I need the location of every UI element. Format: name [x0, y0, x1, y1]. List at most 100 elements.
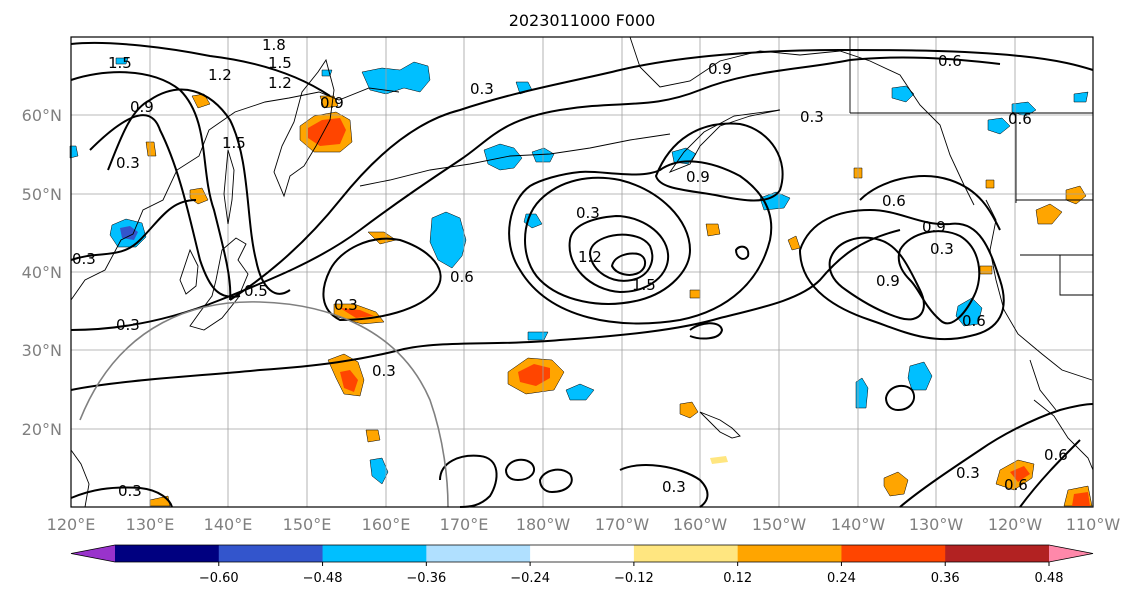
shade-neg-blob	[429, 211, 467, 269]
contour-label: 0.6	[450, 268, 474, 286]
contour-line	[504, 458, 536, 482]
shade-pos-blob	[689, 289, 701, 299]
coast-aleutians	[359, 133, 671, 187]
coast-kamchatka	[273, 58, 335, 198]
lon-label: 130°E	[126, 515, 175, 534]
contour-line	[619, 464, 709, 508]
contour-labels: 1.5 1.8 1.5 1.2 1.2 0.9 0.3 0.9 0.6 1.5 …	[72, 36, 1068, 500]
contour-label: 1.2	[578, 248, 602, 266]
contour-label: 0.5	[244, 282, 268, 300]
coast-asia	[70, 87, 400, 301]
colorbar-tick-label: −0.60	[199, 571, 239, 586]
lat-label: 60°N	[22, 106, 62, 125]
lon-label: 180°W	[516, 515, 571, 534]
shade-pos-blob	[985, 179, 995, 189]
lon-label: 170°E	[440, 515, 489, 534]
shade-neg-blob	[115, 57, 129, 65]
contour-line	[70, 199, 197, 261]
shade-neg-blob	[891, 85, 915, 103]
contour-line	[107, 88, 291, 295]
shade-pos-blob	[340, 370, 358, 392]
contour-label: 0.6	[1044, 446, 1068, 464]
contour-label: 0.9	[708, 60, 732, 78]
colorbar-extend-high	[1049, 545, 1093, 562]
shade-neg-blob	[987, 117, 1011, 135]
contour-label: 0.3	[956, 464, 980, 482]
colorbar-segment	[530, 545, 635, 562]
contour-line	[588, 233, 654, 282]
contour-line	[610, 252, 646, 276]
contour-line	[508, 160, 773, 325]
shade-pos-blob	[145, 141, 157, 157]
map-title: 2023011000 F000	[509, 11, 656, 30]
shade-pos-blob	[883, 471, 909, 497]
shade-neg-blob	[69, 145, 79, 159]
colorbar-tick-label: 0.12	[723, 571, 752, 586]
contour-label: 0.3	[118, 482, 142, 500]
contour-label: 0.3	[116, 316, 140, 334]
shade-neg-blob	[565, 383, 595, 401]
contour-label: 0.3	[800, 108, 824, 126]
map-panel: 1.5 1.8 1.5 1.2 1.2 0.9 0.3 0.9 0.6 1.5 …	[69, 36, 1094, 508]
coast-hawaii	[699, 411, 741, 439]
lon-label: 120°W	[988, 515, 1043, 534]
shade-pos-blob	[1072, 492, 1090, 506]
lon-label: 120°E	[47, 515, 96, 534]
contour-label: 0.3	[334, 296, 358, 314]
shade-neg-blob	[855, 377, 869, 409]
shade-pos-blob	[518, 364, 550, 386]
contour-label: 0.9	[922, 218, 946, 236]
contour-line	[689, 322, 724, 340]
colorbar-outline	[70, 544, 1094, 563]
contour-line	[899, 403, 1094, 508]
range-ring	[79, 301, 449, 508]
lon-label: 140°E	[204, 515, 253, 534]
coast-sakhalin	[223, 149, 235, 225]
shade-neg-blob	[907, 361, 933, 391]
contour-label: 0.3	[662, 478, 686, 496]
shade-pos-blob	[710, 456, 728, 464]
lon-label: 110°W	[1066, 515, 1121, 534]
lon-label: 150°W	[752, 515, 807, 534]
contour-line	[70, 71, 232, 301]
contour-label: 1.2	[268, 74, 292, 92]
colorbar-segment	[945, 545, 1050, 562]
contour-label: 1.2	[208, 66, 232, 84]
colorbar-segment	[633, 545, 739, 562]
contour-label: 1.5	[108, 54, 132, 72]
contour-line	[70, 486, 173, 508]
contour-label: 0.9	[130, 98, 154, 116]
coast-japan	[189, 237, 249, 331]
colorbar-tick-label: 0.36	[931, 571, 960, 586]
shade-pos-blob	[705, 223, 721, 237]
coast-korea	[179, 248, 199, 295]
contour-label: 0.3	[116, 154, 140, 172]
shaded-anomalies	[69, 57, 1093, 507]
contour-line	[828, 236, 925, 321]
shade-pos-blob	[191, 93, 211, 109]
colorbar-tick-label: −0.24	[510, 571, 550, 586]
contour-line	[798, 208, 1005, 341]
lon-label: 160°E	[362, 515, 411, 534]
shade-pos-blob	[979, 265, 993, 275]
contour-line	[1019, 439, 1081, 508]
contour-label: 0.3	[470, 80, 494, 98]
lon-label: 130°W	[909, 515, 964, 534]
coast-philippines	[70, 449, 90, 508]
contour-label: 0.3	[930, 240, 954, 258]
contour-label: 0.9	[876, 272, 900, 290]
contour-label: 1.5	[632, 276, 656, 294]
contour-label: 0.3	[576, 204, 600, 222]
contour-line	[538, 468, 573, 494]
contour-label: 0.9	[686, 168, 710, 186]
contour-line	[734, 245, 750, 260]
lat-label: 50°N	[22, 185, 62, 204]
lon-label: 160°W	[673, 515, 728, 534]
contour-label: 1.5	[268, 54, 292, 72]
coast-na-west	[985, 199, 1093, 381]
lat-label: 20°N	[22, 420, 62, 439]
contour-line	[70, 41, 331, 97]
colorbar-extend-low	[71, 545, 115, 562]
colorbar-tick-label: −0.48	[303, 571, 343, 586]
shade-pos-blob	[340, 308, 374, 318]
